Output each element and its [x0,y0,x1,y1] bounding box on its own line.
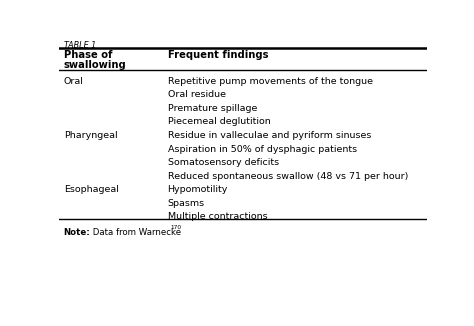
Text: Piecemeal deglutition: Piecemeal deglutition [168,117,270,126]
Text: Oral residue: Oral residue [168,90,226,99]
Text: Residue in valleculae and pyriform sinuses: Residue in valleculae and pyriform sinus… [168,131,371,140]
Text: Reduced spontaneous swallow (48 vs 71 per hour): Reduced spontaneous swallow (48 vs 71 pe… [168,172,408,181]
Text: Hypomotility: Hypomotility [168,185,228,194]
Text: Pharyngeal: Pharyngeal [64,131,117,140]
Text: Repetitive pump movements of the tongue: Repetitive pump movements of the tongue [168,77,373,86]
Text: Somatosensory deficits: Somatosensory deficits [168,158,279,167]
Text: Note:: Note: [64,228,91,237]
Text: Spasms: Spasms [168,199,205,208]
Text: Aspiration in 50% of dysphagic patients: Aspiration in 50% of dysphagic patients [168,144,357,154]
Text: TABLE 1: TABLE 1 [64,41,96,50]
Text: 170: 170 [170,225,182,230]
Text: Premature spillage: Premature spillage [168,104,257,113]
Text: Oral: Oral [64,77,83,86]
Text: Multiple contractions: Multiple contractions [168,212,267,221]
Text: swallowing: swallowing [64,60,127,70]
Text: Esophageal: Esophageal [64,185,118,194]
Text: Frequent findings: Frequent findings [168,51,268,60]
Text: Data from Warnecke: Data from Warnecke [90,228,181,237]
Text: Phase of: Phase of [64,51,112,60]
